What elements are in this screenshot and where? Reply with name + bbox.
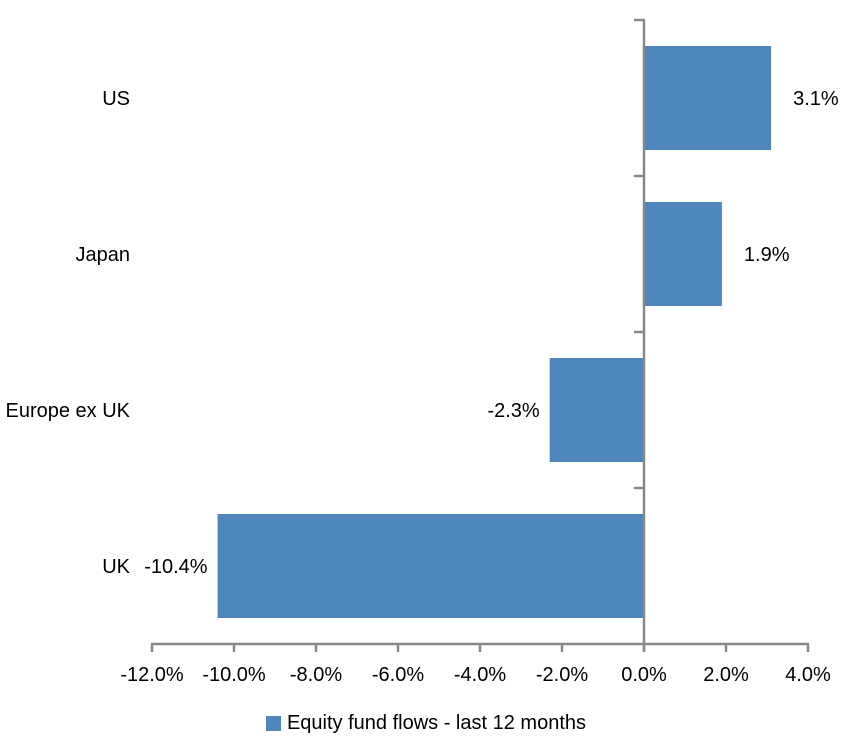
bar-label-europe-ex-uk: -2.3% <box>487 400 539 422</box>
x-tick-label-7: 2.0% <box>703 664 749 686</box>
category-label-europe-ex-uk: Europe ex UK <box>5 400 130 422</box>
category-label-us: US <box>102 88 130 110</box>
bar-japan <box>644 202 722 306</box>
x-tick-label-8: 4.0% <box>785 664 831 686</box>
bar-label-us: 3.1% <box>793 88 839 110</box>
bar-us <box>644 46 772 150</box>
legend-label: Equity fund flows - last 12 months <box>286 712 587 734</box>
legend: Equity fund flows - last 12 months <box>0 711 852 735</box>
x-tick-label-3: -6.0% <box>372 664 424 686</box>
legend-swatch <box>265 715 281 731</box>
x-tick-label-2: -8.0% <box>290 664 342 686</box>
category-label-uk: UK <box>102 556 130 578</box>
bar-uk <box>217 514 644 618</box>
x-tick-label-0: -12.0% <box>120 664 184 686</box>
bar-europe-ex-uk <box>549 358 644 462</box>
x-tick-label-1: -10.0% <box>202 664 266 686</box>
bar-label-japan: 1.9% <box>744 244 790 266</box>
category-label-japan: Japan <box>76 244 131 266</box>
bar-label-uk: -10.4% <box>144 556 208 578</box>
x-tick-label-4: -4.0% <box>454 664 506 686</box>
x-tick-label-5: -2.0% <box>536 664 588 686</box>
x-tick-label-6: 0.0% <box>621 664 667 686</box>
